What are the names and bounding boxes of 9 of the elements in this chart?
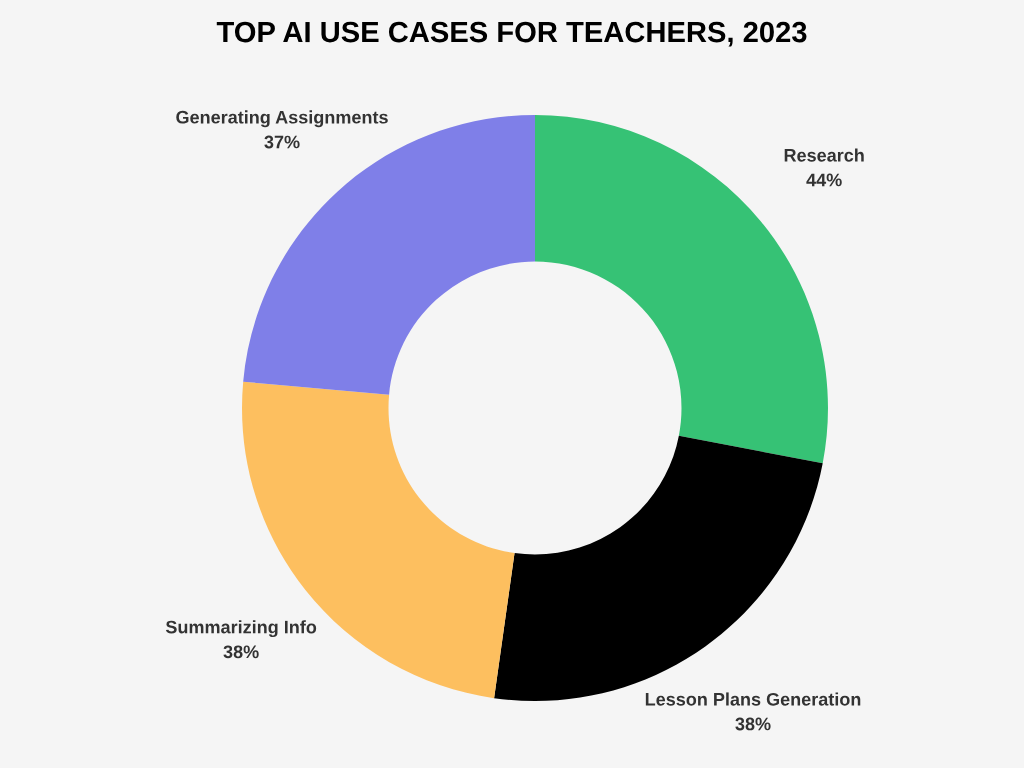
slice-label: Research bbox=[784, 148, 864, 162]
slice-label: Lesson Plans Generation bbox=[645, 692, 861, 706]
data-label: 37% bbox=[264, 135, 300, 149]
chart-title: TOP AI USE CASES FOR TEACHERS, 2023 bbox=[216, 21, 807, 47]
data-label: 38% bbox=[223, 645, 259, 659]
data-label: 38% bbox=[735, 717, 771, 731]
slice-label: Generating Assignments bbox=[176, 110, 388, 128]
slice-label: Summarizing Info bbox=[165, 620, 317, 638]
data-label: 44% bbox=[806, 173, 842, 187]
